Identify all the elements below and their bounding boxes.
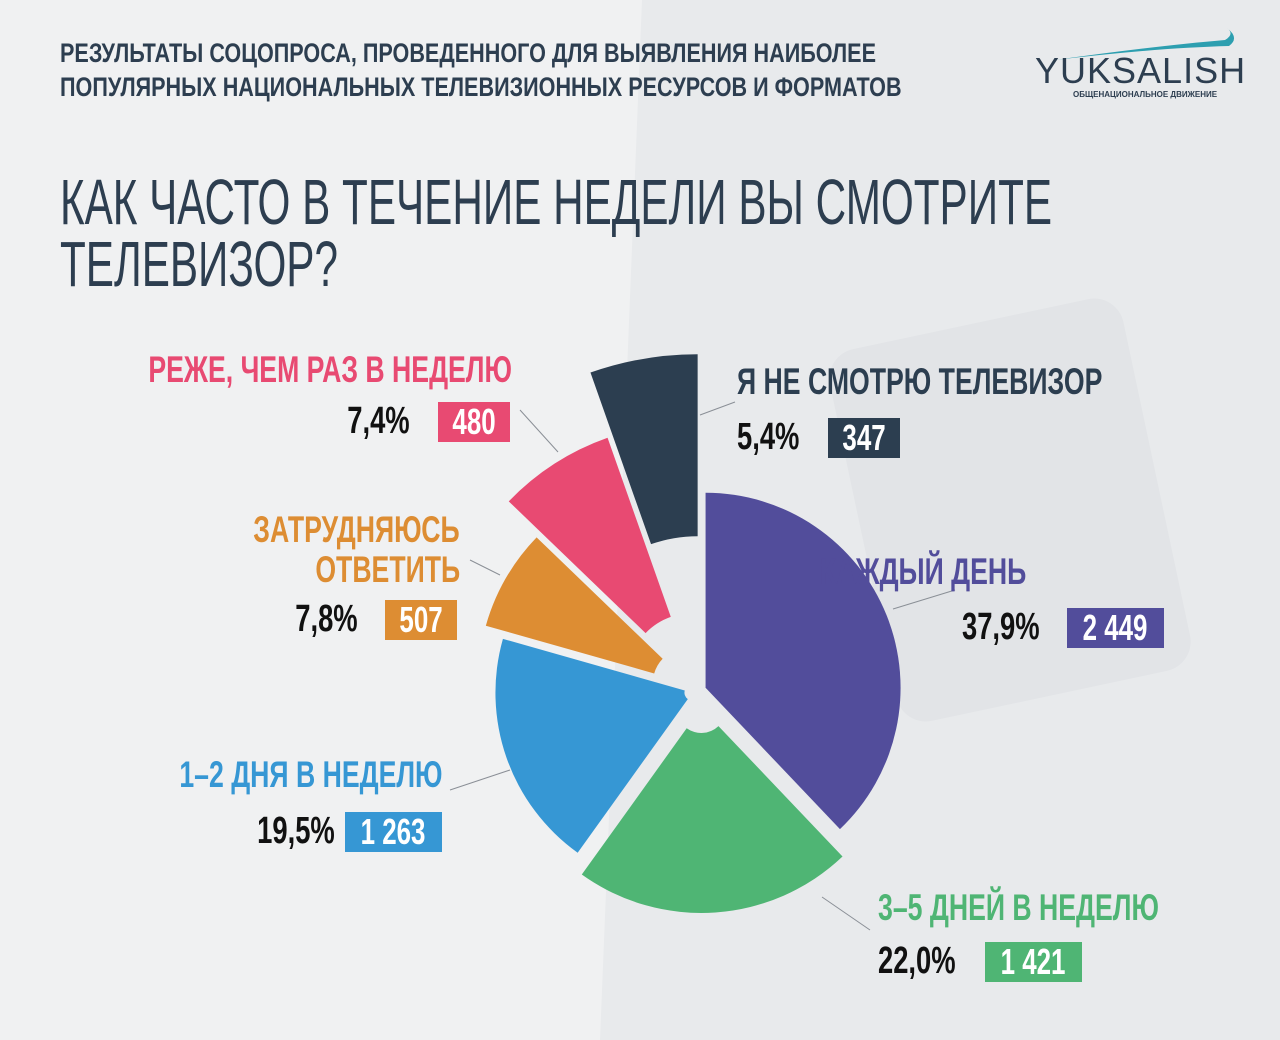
chart-title-line-2: ТЕЛЕВИЗОР? (60, 228, 338, 300)
count-every-day: 2 449 (1067, 608, 1164, 648)
count-3-5-days: 1 421 (985, 942, 1082, 982)
count-1-2-days: 1 263 (345, 812, 442, 852)
pie-slice-every-day (705, 492, 901, 830)
leader-line-pink (519, 409, 559, 453)
label-less-than-weekly: РЕЖЕ, ЧЕМ РАЗ В НЕДЕЛЮ (148, 349, 512, 390)
label-hard-to-answer-2: ОТВЕТИТЬ (315, 549, 460, 590)
pie-slice-1-2-days (495, 638, 688, 853)
header-line-1: РЕЗУЛЬТАТЫ СОЦОПРОСА, ПРОВЕДЕННОГО ДЛЯ В… (60, 38, 876, 68)
percent-every-day: 37,9% (962, 606, 1040, 648)
leader-line-green (821, 896, 871, 931)
label-hard-to-answer-1: ЗАТРУДНЯЮСЬ (253, 509, 460, 550)
logo: YUKSALISH ОБЩЕНАЦИОНАЛЬНОЕ ДВИЖЕНИЕ (1035, 28, 1245, 108)
count-less-than-weekly: 480 (438, 402, 510, 442)
percent-dont-watch: 5,4% (737, 416, 800, 458)
leader-line-orange (469, 559, 501, 576)
label-1-2-days: 1–2 ДНЯ В НЕДЕЛЮ (179, 754, 443, 795)
pie-slice-hard-to-answer (485, 537, 663, 674)
count-hard-to-answer: 507 (385, 600, 457, 640)
leader-line-blue (449, 769, 511, 791)
label-every-day: КАЖДЫЙ ДЕНЬ (820, 551, 1027, 592)
pie-slice-dont-watch (590, 354, 698, 545)
logo-name: YUKSALISH (1035, 50, 1247, 91)
count-dont-watch: 347 (828, 418, 900, 458)
label-dont-watch: Я НЕ СМОТРЮ ТЕЛЕВИЗОР (737, 361, 1103, 402)
logo-swoosh-icon (1055, 28, 1235, 60)
label-3-5-days: 3–5 ДНЕЙ В НЕДЕЛЮ (878, 887, 1159, 928)
chart-title-line-1: КАК ЧАСТО В ТЕЧЕНИЕ НЕДЕЛИ ВЫ СМОТРИТЕ (60, 166, 1053, 238)
percent-1-2-days: 19,5% (257, 810, 335, 852)
leader-line-purple (892, 589, 956, 610)
percent-less-than-weekly: 7,4% (347, 400, 410, 442)
logo-tagline: ОБЩЕНАЦИОНАЛЬНОЕ ДВИЖЕНИЕ (1073, 90, 1218, 99)
header-line-2: ПОПУЛЯРНЫХ НАЦИОНАЛЬНЫХ ТЕЛЕВИЗИОННЫХ РЕ… (60, 72, 902, 102)
leader-lines (449, 401, 956, 931)
percent-3-5-days: 22,0% (878, 940, 956, 982)
leader-line-dark (699, 401, 736, 416)
pie-slice-less-than-weekly (508, 437, 671, 634)
percent-hard-to-answer: 7,8% (295, 598, 358, 640)
pie-slice-3-5-days (581, 726, 843, 913)
